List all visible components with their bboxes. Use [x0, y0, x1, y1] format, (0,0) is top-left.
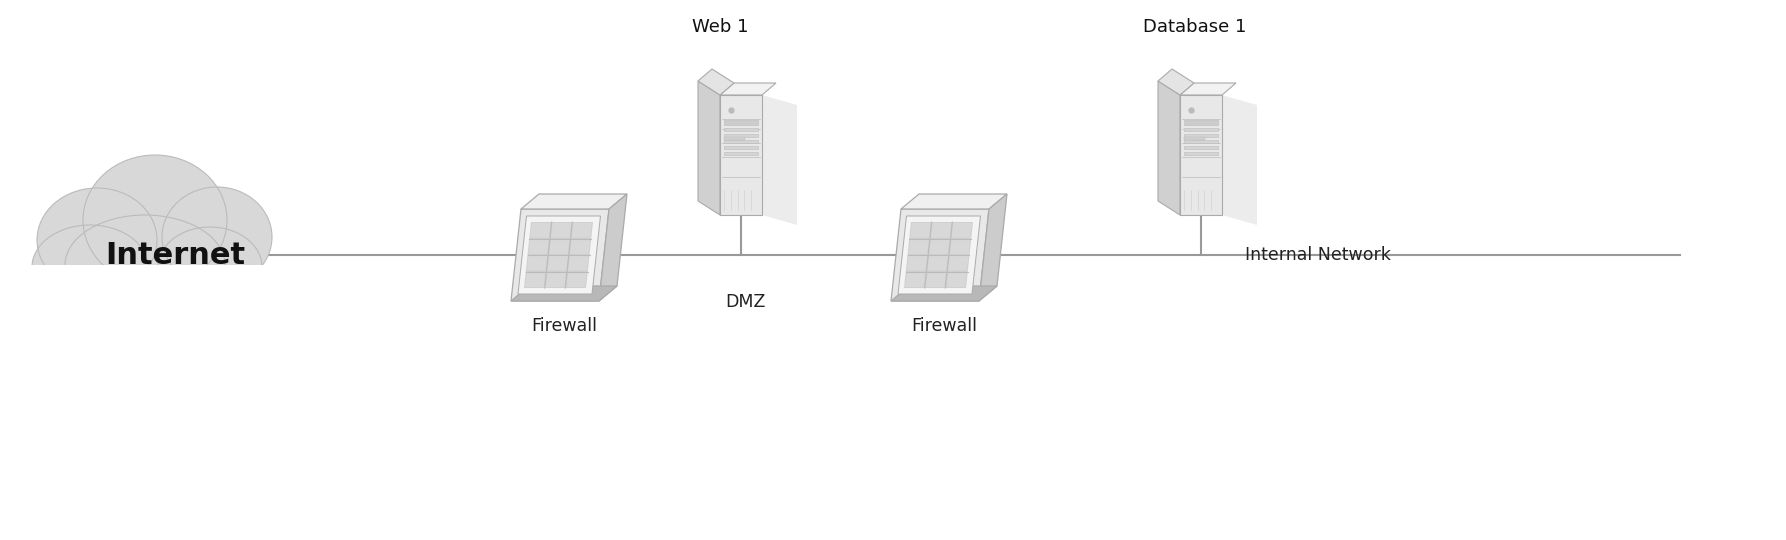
Polygon shape	[572, 223, 591, 238]
Text: Internet: Internet	[105, 240, 245, 269]
Polygon shape	[720, 83, 775, 95]
Polygon shape	[927, 256, 948, 271]
Text: Firewall: Firewall	[530, 317, 597, 335]
Polygon shape	[929, 240, 950, 254]
Bar	[723, 138, 745, 140]
Ellipse shape	[82, 155, 227, 285]
Bar	[723, 128, 757, 131]
Polygon shape	[566, 273, 588, 287]
Polygon shape	[1157, 81, 1181, 215]
Polygon shape	[518, 216, 600, 294]
Polygon shape	[900, 194, 1007, 209]
Polygon shape	[898, 216, 981, 294]
Polygon shape	[909, 240, 929, 254]
Polygon shape	[548, 256, 568, 271]
FancyBboxPatch shape	[0, 265, 320, 317]
Polygon shape	[698, 69, 734, 95]
Polygon shape	[523, 222, 593, 288]
Bar	[1184, 138, 1206, 140]
Bar	[1184, 152, 1218, 155]
Polygon shape	[720, 95, 763, 215]
Polygon shape	[522, 194, 627, 209]
Bar	[1184, 140, 1218, 143]
Polygon shape	[931, 223, 952, 238]
Polygon shape	[891, 286, 997, 301]
Polygon shape	[925, 273, 947, 287]
Polygon shape	[763, 95, 797, 225]
Polygon shape	[906, 273, 925, 287]
Ellipse shape	[163, 187, 271, 287]
Polygon shape	[1181, 95, 1222, 215]
Bar	[1184, 128, 1218, 131]
Polygon shape	[891, 209, 989, 301]
Polygon shape	[911, 223, 931, 238]
Polygon shape	[547, 273, 566, 287]
Polygon shape	[948, 256, 968, 271]
Bar	[1184, 146, 1218, 149]
Text: Internal Network: Internal Network	[1245, 246, 1391, 264]
Polygon shape	[907, 256, 927, 271]
Polygon shape	[598, 194, 627, 301]
Polygon shape	[979, 194, 1007, 301]
Bar	[723, 146, 757, 149]
Bar	[723, 120, 757, 125]
Polygon shape	[952, 223, 972, 238]
Polygon shape	[904, 222, 973, 288]
Polygon shape	[530, 223, 550, 238]
Polygon shape	[511, 209, 609, 301]
Polygon shape	[947, 273, 966, 287]
Polygon shape	[1222, 95, 1257, 225]
Polygon shape	[1181, 83, 1236, 95]
Text: Web 1: Web 1	[691, 18, 748, 36]
Bar	[723, 134, 757, 137]
Polygon shape	[525, 273, 545, 287]
Ellipse shape	[32, 225, 148, 309]
Polygon shape	[550, 223, 572, 238]
Ellipse shape	[157, 227, 263, 307]
Polygon shape	[1157, 69, 1195, 95]
Text: Database 1: Database 1	[1143, 18, 1247, 36]
Bar	[723, 152, 757, 155]
Polygon shape	[527, 256, 547, 271]
Bar	[1184, 134, 1218, 137]
Polygon shape	[529, 240, 548, 254]
Polygon shape	[548, 240, 570, 254]
Polygon shape	[568, 256, 589, 271]
Text: DMZ: DMZ	[725, 293, 764, 311]
Polygon shape	[570, 240, 589, 254]
Bar	[1184, 120, 1218, 125]
Bar	[723, 140, 757, 143]
Ellipse shape	[38, 188, 157, 292]
Polygon shape	[698, 81, 720, 215]
Text: Firewall: Firewall	[911, 317, 977, 335]
Polygon shape	[511, 286, 616, 301]
Polygon shape	[950, 240, 970, 254]
Ellipse shape	[64, 215, 225, 315]
